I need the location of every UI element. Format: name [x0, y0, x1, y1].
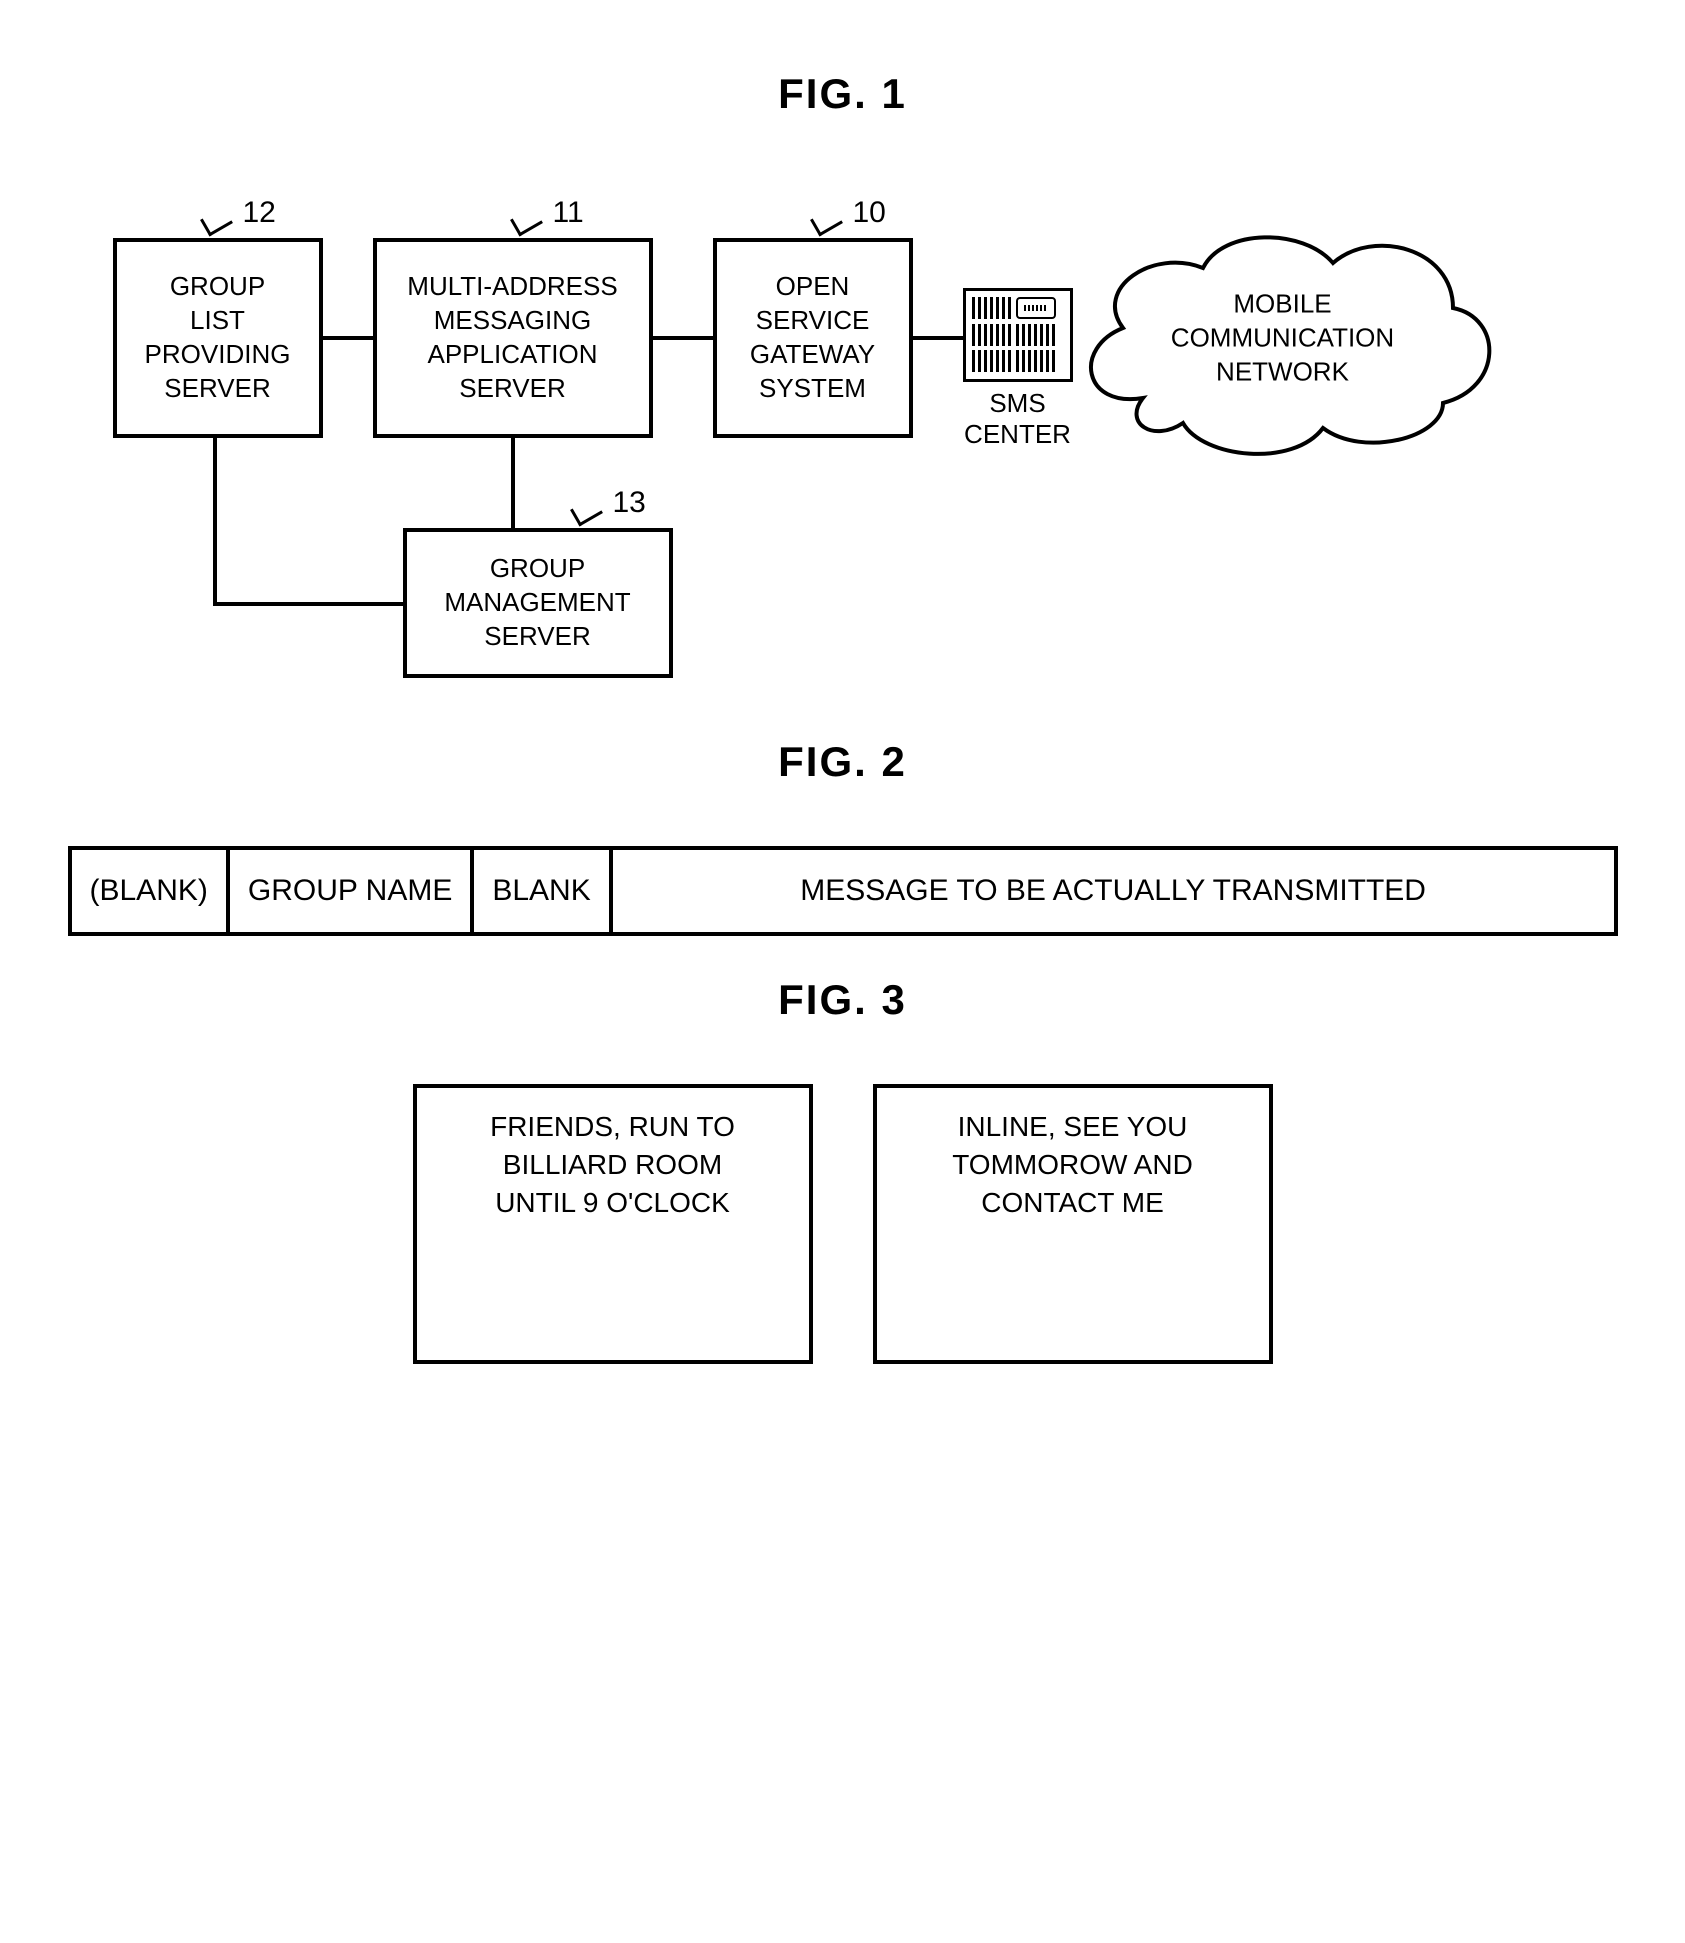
fig3-wrap: FRIENDS, RUN TO BILLIARD ROOM UNTIL 9 O'… — [20, 1084, 1665, 1364]
box-gateway-label: OPEN SERVICE GATEWAY SYSTEM — [750, 270, 875, 405]
fig2-row: (BLANK) GROUP NAME BLANK MESSAGE TO BE A… — [68, 846, 1618, 936]
fig2-cell-3: MESSAGE TO BE ACTUALLY TRANSMITTED — [613, 850, 1614, 932]
conn-12-13-h — [213, 602, 403, 606]
box-group-mgmt-label: GROUP MANAGEMENT SERVER — [444, 552, 630, 653]
box-gateway: OPEN SERVICE GATEWAY SYSTEM — [713, 238, 913, 438]
conn-11-13 — [511, 438, 515, 528]
ref-tick-11 — [513, 208, 543, 238]
ref-13: 13 — [613, 486, 646, 520]
fig2-cell-0: (BLANK) — [72, 850, 230, 932]
ref-10: 10 — [853, 196, 886, 230]
ref-12: 12 — [243, 196, 276, 230]
box-group-mgmt: GROUP MANAGEMENT SERVER — [403, 528, 673, 678]
fig3-box-0: FRIENDS, RUN TO BILLIARD ROOM UNTIL 9 O'… — [413, 1084, 813, 1364]
fig1-diagram: GROUP LIST PROVIDING SERVER 12 MULTI-ADD… — [43, 178, 1643, 698]
ref-tick-13 — [573, 498, 603, 528]
ref-11: 11 — [553, 196, 584, 230]
fig2-cell-1: GROUP NAME — [230, 850, 474, 932]
box-messaging: MULTI-ADDRESS MESSAGING APPLICATION SERV… — [373, 238, 653, 438]
box-group-list: GROUP LIST PROVIDING SERVER — [113, 238, 323, 438]
ref-tick-12 — [203, 208, 233, 238]
conn-11-10 — [653, 336, 713, 340]
fig2-title: FIG. 2 — [20, 738, 1665, 786]
conn-12-13-v — [213, 438, 217, 606]
fig1-title: FIG. 1 — [20, 70, 1665, 118]
conn-10-sms — [913, 336, 963, 340]
cloud-network-label: MOBILE COMMUNICATION NETWORK — [1063, 287, 1503, 388]
fig3-box-1: INLINE, SEE YOU TOMMOROW AND CONTACT ME — [873, 1084, 1273, 1364]
cloud-network: MOBILE COMMUNICATION NETWORK — [1063, 208, 1503, 468]
conn-12-11 — [323, 336, 373, 340]
box-group-list-label: GROUP LIST PROVIDING SERVER — [145, 270, 291, 405]
fig3-msg-1: INLINE, SEE YOU TOMMOROW AND CONTACT ME — [952, 1111, 1193, 1218]
sms-center-icon — [963, 288, 1073, 382]
fig3-title: FIG. 3 — [20, 976, 1665, 1024]
box-messaging-label: MULTI-ADDRESS MESSAGING APPLICATION SERV… — [407, 270, 617, 405]
ref-tick-10 — [813, 208, 843, 238]
fig2-cell-2: BLANK — [474, 850, 612, 932]
fig3-msg-0: FRIENDS, RUN TO BILLIARD ROOM UNTIL 9 O'… — [490, 1111, 735, 1218]
